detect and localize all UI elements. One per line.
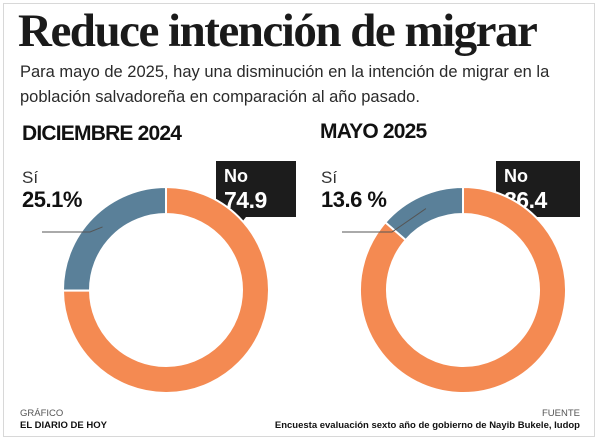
donut-chart-dic-2024 [42,185,270,394]
chart-title-may-2025: MAYO 2025 [320,120,427,143]
footer-graphic-label: GRÁFICO [20,408,64,419]
chart1-si-value: 25.1% [22,187,82,212]
chart1-no-label: No [224,166,248,186]
donut-slice-si [62,185,167,292]
infographic-frame [3,3,595,437]
page-title: Reduce intención de migrar [18,5,538,57]
page-subtitle: Para mayo de 2025, hay una disminución e… [20,63,550,106]
chart2-no-label: No [504,166,528,186]
si-leader-line [342,208,427,233]
donut-slice-no [359,185,567,394]
chart2-si-value: 13.6 % [321,187,387,212]
si-leader-line [42,226,103,233]
chart2-si-label: Sí [321,168,338,187]
footer-source-label: FUENTE [542,408,580,419]
footer-source-value: Encuesta evaluación sexto año de gobiern… [274,420,580,431]
footer-graphic-value: EL DIARIO DE HOY [20,420,107,431]
donut-chart-may-2025 [342,185,567,394]
donut-slice-no [61,185,270,394]
chart-title-dic-2024: DICIEMBRE 2024 [22,122,182,145]
chart1-si-label: Sí [22,168,39,187]
